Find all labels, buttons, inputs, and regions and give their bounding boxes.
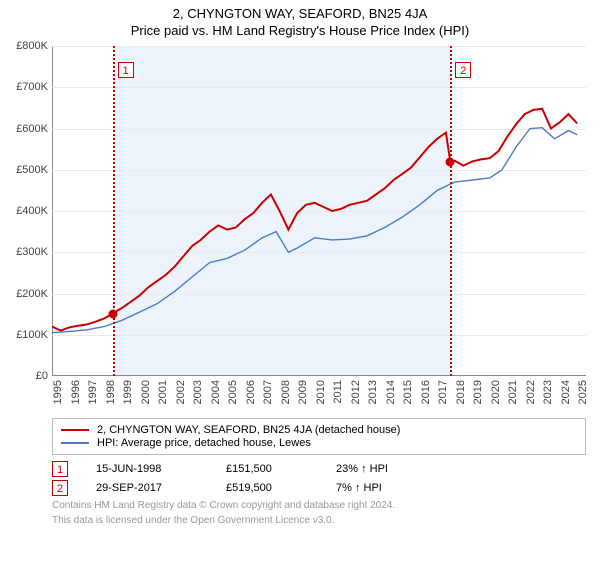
price-chart: £0£100K£200K£300K£400K£500K£600K£700K£80… (52, 46, 586, 376)
legend-item: 2, CHYNGTON WAY, SEAFORD, BN25 4JA (deta… (61, 424, 577, 436)
y-tick-label: £700K (4, 81, 48, 93)
marker-badge: 1 (118, 62, 134, 78)
transaction-row: 1 15-JUN-1998£151,50023% ↑ HPI (52, 461, 586, 477)
y-tick-label: £500K (4, 164, 48, 176)
transaction-date: 29-SEP-2017 (96, 482, 226, 494)
transaction-row: 2 29-SEP-2017£519,5007% ↑ HPI (52, 480, 586, 496)
transaction-table: 1 15-JUN-1998£151,50023% ↑ HPI 2 29-SEP-201… (52, 461, 586, 496)
y-tick-label: £800K (4, 40, 48, 52)
y-tick-label: £100K (4, 329, 48, 341)
page-subtitle: Price paid vs. HM Land Registry's House … (0, 23, 600, 38)
transaction-date: 15-JUN-1998 (96, 463, 226, 475)
x-axis-labels: 1995199619971998199920002001200220032004… (52, 376, 586, 414)
page-title: 2, CHYNGTON WAY, SEAFORD, BN25 4JA (0, 6, 600, 21)
marker-line (450, 46, 452, 376)
legend: 2, CHYNGTON WAY, SEAFORD, BN25 4JA (deta… (52, 418, 586, 455)
transaction-delta: 7% ↑ HPI (336, 482, 382, 494)
line-plot-svg (52, 46, 586, 376)
transaction-delta: 23% ↑ HPI (336, 463, 388, 475)
legend-swatch (61, 442, 89, 444)
series-line (52, 109, 577, 331)
footnote-licence: This data is licensed under the Open Gov… (52, 515, 586, 526)
legend-swatch (61, 429, 89, 431)
transaction-badge: 1 (52, 461, 68, 477)
transaction-price: £151,500 (226, 463, 336, 475)
transaction-price: £519,500 (226, 482, 336, 494)
marker-dot (108, 309, 117, 318)
y-tick-label: £0 (4, 370, 48, 382)
y-tick-label: £300K (4, 246, 48, 258)
x-tick-label: 2025 (577, 380, 600, 404)
legend-label: 2, CHYNGTON WAY, SEAFORD, BN25 4JA (deta… (97, 424, 400, 436)
marker-dot (446, 157, 455, 166)
marker-line (113, 46, 115, 376)
y-tick-label: £600K (4, 123, 48, 135)
y-tick-label: £400K (4, 205, 48, 217)
legend-label: HPI: Average price, detached house, Lewe… (97, 437, 311, 449)
y-tick-label: £200K (4, 288, 48, 300)
footnote-copyright: Contains HM Land Registry data © Crown c… (52, 500, 586, 511)
legend-item: HPI: Average price, detached house, Lewe… (61, 437, 577, 449)
transaction-badge: 2 (52, 480, 68, 496)
marker-badge: 2 (455, 62, 471, 78)
